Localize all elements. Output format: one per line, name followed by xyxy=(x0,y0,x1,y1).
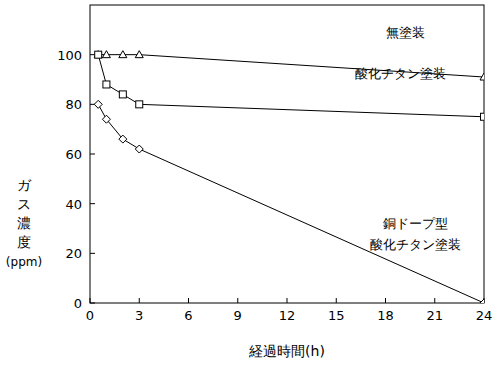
y-tick xyxy=(90,154,95,155)
x-tick-label: 0 xyxy=(86,308,94,323)
y-tick-label: 40 xyxy=(65,197,82,212)
point xyxy=(102,115,110,123)
series-label: 無塗装 xyxy=(386,25,425,40)
y-tick xyxy=(90,253,95,254)
point xyxy=(103,81,110,88)
x-tick xyxy=(237,298,238,303)
x-tick xyxy=(336,298,337,303)
plot-frame xyxy=(90,5,484,303)
y-tick-label: 20 xyxy=(65,246,82,261)
point xyxy=(135,145,143,153)
point xyxy=(94,51,102,58)
x-tick xyxy=(188,298,189,303)
x-axis-label: 経過時間(h) xyxy=(248,343,325,359)
y-tick-label: 100 xyxy=(57,48,82,63)
x-tick xyxy=(90,298,91,303)
x-tick xyxy=(434,298,435,303)
x-tick xyxy=(385,298,386,303)
series-label-line: 銅ドープ型 xyxy=(383,216,448,231)
series-label-line: 酸化チタン塗装 xyxy=(355,66,446,81)
plot-area xyxy=(94,51,484,303)
series-line xyxy=(98,55,484,117)
point xyxy=(119,51,127,58)
y-axis-label-part: 濃 xyxy=(17,215,31,231)
series-line xyxy=(98,104,484,303)
point xyxy=(135,51,143,58)
point xyxy=(102,51,110,58)
y-axis-label-part: (ppm) xyxy=(6,255,42,269)
point xyxy=(94,100,102,108)
point xyxy=(95,51,102,58)
series-label-line: 酸化チタン塗装 xyxy=(370,237,461,252)
chart: 0 3 6 9 12 15 18 21 24 0 20 40 60 80 100 経過時間(h) ガス濃度 (pp… xyxy=(0,0,500,365)
series-label-line: 無塗装 xyxy=(386,25,425,40)
y-tick xyxy=(90,303,95,304)
series-label: 酸化チタン塗装 xyxy=(355,66,446,81)
series-label: 銅ドープ型酸化チタン塗装 xyxy=(370,216,461,252)
x-tick-label: 3 xyxy=(135,308,143,323)
point xyxy=(119,135,127,143)
point xyxy=(119,91,126,98)
y-axis-label-part: 度 xyxy=(17,234,31,250)
point xyxy=(481,113,485,120)
x-tick-label: 9 xyxy=(234,308,242,323)
x-tick xyxy=(287,298,288,303)
y-axis-label-part: ス xyxy=(17,196,31,212)
point xyxy=(480,73,484,80)
y-tick-label: 80 xyxy=(65,97,82,112)
x-tick-label: 6 xyxy=(184,308,192,323)
point xyxy=(480,299,484,303)
x-tick-label: 21 xyxy=(426,308,443,323)
x-tick xyxy=(139,298,140,303)
point xyxy=(136,101,143,108)
y-tick-label: 60 xyxy=(65,147,82,162)
y-axis-label-part: ガ xyxy=(17,177,32,193)
x-tick-label: 24 xyxy=(476,308,493,323)
y-tick-label: 0 xyxy=(74,296,82,311)
y-axis-label: ガス濃度 (ppm) xyxy=(6,177,42,269)
y-tick xyxy=(90,203,95,204)
x-tick-label: 18 xyxy=(377,308,394,323)
x-tick-label: 15 xyxy=(328,308,345,323)
x-tick-label: 12 xyxy=(279,308,296,323)
